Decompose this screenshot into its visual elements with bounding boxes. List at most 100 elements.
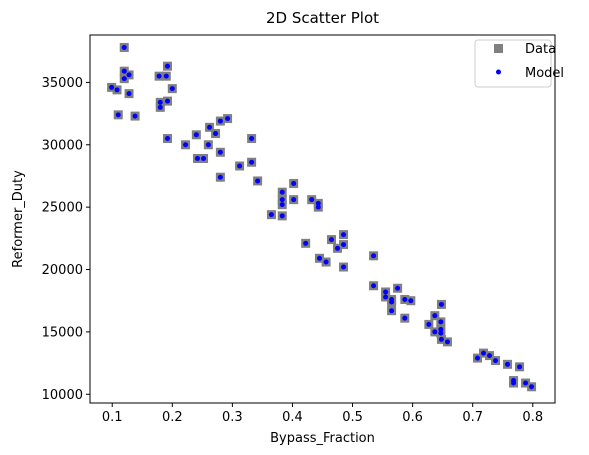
model-point <box>309 197 315 203</box>
model-point <box>303 240 309 246</box>
model-point <box>126 72 132 78</box>
model-point <box>341 264 347 270</box>
model-point <box>121 44 127 50</box>
model-point <box>279 197 285 203</box>
model-point <box>201 155 207 161</box>
model-point <box>249 136 255 142</box>
x-tick-label: 0.6 <box>402 410 423 425</box>
model-point <box>157 99 163 105</box>
legend: Data Model <box>474 39 564 88</box>
model-point <box>341 232 347 238</box>
model-point <box>279 189 285 195</box>
model-point <box>371 283 377 289</box>
plot-area <box>107 42 537 392</box>
model-point <box>279 213 285 219</box>
model-point <box>438 301 444 307</box>
model-point <box>389 299 395 305</box>
model-point <box>395 285 401 291</box>
model-point <box>126 91 132 97</box>
model-point <box>329 237 335 243</box>
x-tick-label: 0.7 <box>462 410 483 425</box>
model-point <box>517 364 523 370</box>
model-point <box>169 86 175 92</box>
model-point <box>493 358 499 364</box>
model-point <box>316 255 322 261</box>
model-point <box>315 200 321 206</box>
model-point <box>165 98 170 104</box>
model-point <box>432 329 438 335</box>
model-point <box>383 289 389 295</box>
model-point <box>335 245 341 251</box>
model-point <box>163 73 169 79</box>
y-axis-label: Reformer_Duty <box>11 170 26 268</box>
model-point <box>438 330 444 336</box>
model-point <box>213 131 219 137</box>
series-model <box>109 44 535 390</box>
x-tick-label: 0.8 <box>522 410 543 425</box>
model-point <box>156 73 162 79</box>
model-point <box>237 163 243 169</box>
model-point <box>121 68 127 74</box>
model-point <box>315 204 321 210</box>
model-point <box>165 136 170 142</box>
legend-marker-model <box>496 69 501 75</box>
model-point <box>249 159 255 165</box>
model-point <box>268 212 274 218</box>
model-point <box>193 132 199 138</box>
y-tick-label: 20000 <box>42 263 83 278</box>
chart-title: 2D Scatter Plot <box>266 9 379 27</box>
model-point <box>255 178 261 184</box>
y-tick-label: 15000 <box>42 325 83 340</box>
x-tick-label: 0.1 <box>102 410 123 425</box>
model-point <box>438 326 444 332</box>
model-point <box>114 87 120 93</box>
y-tick-label: 25000 <box>42 201 83 216</box>
model-point <box>444 339 450 345</box>
model-point <box>195 155 201 161</box>
y-tick-label: 35000 <box>42 76 83 91</box>
legend-marker-data <box>494 44 503 53</box>
model-point <box>523 380 529 386</box>
model-point <box>225 116 231 122</box>
model-point <box>341 242 347 248</box>
y-axis: 10000 15000 20000 25000 30000 35000 <box>42 76 90 403</box>
model-point <box>402 296 408 302</box>
x-axis-label: Bypass_Fraction <box>270 431 375 446</box>
legend-label-model: Model <box>525 66 564 81</box>
model-point <box>383 294 389 300</box>
model-point <box>475 355 480 361</box>
model-point <box>217 174 223 180</box>
model-point <box>217 118 223 124</box>
model-point <box>487 353 493 359</box>
model-point <box>529 384 535 390</box>
model-point <box>371 253 377 259</box>
model-point <box>217 149 223 155</box>
model-point <box>438 336 444 342</box>
model-point <box>109 84 115 90</box>
model-point <box>481 350 487 356</box>
model-point <box>291 180 297 186</box>
model-point <box>323 259 329 265</box>
model-point <box>183 142 189 148</box>
legend-label-data: Data <box>525 42 556 57</box>
model-point <box>291 197 297 203</box>
axes-frame <box>89 34 556 404</box>
x-tick-label: 0.5 <box>342 410 363 425</box>
model-point <box>121 76 127 82</box>
x-tick-label: 0.4 <box>282 410 303 425</box>
x-axis: 0.1 0.2 0.3 0.4 0.5 0.6 0.7 0.8 <box>102 403 543 425</box>
y-tick-label: 30000 <box>42 138 83 153</box>
model-point <box>207 124 213 130</box>
model-point <box>165 63 170 69</box>
model-point <box>438 319 444 325</box>
x-tick-label: 0.3 <box>222 410 243 425</box>
x-tick-label: 0.2 <box>162 410 183 425</box>
model-point <box>402 315 408 321</box>
model-point <box>389 308 395 314</box>
model-point <box>205 142 211 148</box>
model-point <box>432 313 438 319</box>
model-point <box>279 202 285 208</box>
model-point <box>426 321 432 327</box>
model-point <box>115 112 121 118</box>
